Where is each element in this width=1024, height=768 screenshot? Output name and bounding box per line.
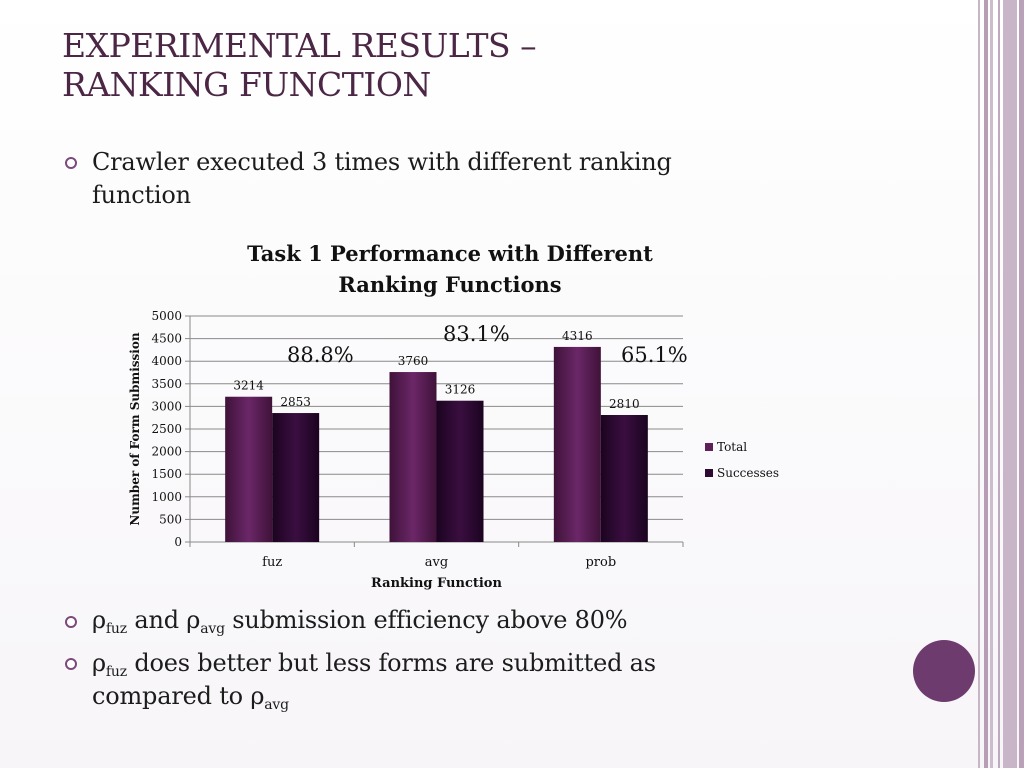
bar-total-fuz: [225, 396, 273, 542]
rho-subscript-avg: avg: [264, 697, 289, 713]
slide-title-line1: EXPERIMENTAL RESULTS –: [62, 26, 537, 65]
y-tick-label-2500: 2500: [151, 422, 182, 436]
rho-subscript-avg: avg: [200, 621, 225, 637]
legend-label-successes: Successes: [717, 466, 780, 480]
legend-item-total: Total: [705, 434, 779, 460]
decor-stripe: [998, 0, 1000, 768]
rho-symbol: ρ: [92, 649, 106, 677]
y-tick-label-3500: 3500: [151, 377, 182, 391]
bullet-comparison: ρfuz does better but less forms are subm…: [92, 647, 656, 713]
bullet-icon: [65, 658, 77, 670]
y-tick-label-3000: 3000: [151, 399, 182, 413]
bullet-efficiency-conjunction: and: [126, 606, 187, 634]
bullet-comparison-line2: compared to: [92, 682, 251, 710]
data-label-total-avg: 3760: [398, 354, 429, 368]
bar-total-prob: [553, 346, 601, 542]
chart-legend: Total Successes: [705, 434, 779, 486]
decor-stripe: [984, 0, 988, 768]
y-tick-label-0: 0: [174, 535, 182, 549]
rho-subscript-fuz: fuz: [105, 664, 127, 680]
slide-title-line2: RANKING FUNCTION: [62, 65, 431, 104]
decorative-circle: [913, 640, 975, 702]
bullet-efficiency-text: submission efficiency above 80%: [224, 606, 628, 634]
decor-stripe: [1003, 0, 1017, 768]
bar-successes-avg: [436, 400, 484, 542]
y-tick-label-2000: 2000: [151, 445, 182, 459]
bar-total-avg: [389, 372, 437, 542]
data-label-total-fuz: 3214: [233, 379, 264, 393]
y-tick-label-1000: 1000: [151, 490, 182, 504]
rho-symbol: ρ: [250, 682, 265, 710]
x-tick-label-prob: prob: [585, 555, 616, 570]
data-label-successes-prob: 2810: [609, 397, 640, 411]
y-tick-label-5000: 5000: [151, 309, 182, 323]
bullet-crawler-line2: function: [92, 181, 191, 209]
x-tick-label-avg: avg: [425, 555, 448, 570]
legend-item-successes: Successes: [705, 460, 779, 486]
decor-stripe: [990, 0, 993, 768]
decor-stripe: [1019, 0, 1024, 768]
bullet-crawler-line1: Crawler executed 3 times with different …: [92, 148, 672, 176]
annotation-prob-efficiency: 65.1%: [621, 343, 688, 367]
x-tick-label-fuz: fuz: [262, 555, 282, 570]
y-tick-label-4000: 4000: [151, 354, 182, 368]
data-label-successes-fuz: 2853: [280, 395, 311, 409]
chart-title-line1: Task 1 Performance with Different: [247, 241, 653, 266]
data-label-successes-avg: 3126: [445, 383, 476, 397]
bullet-comparison-text: does better but less forms are submitted…: [126, 649, 656, 677]
bullet-icon: [65, 157, 77, 169]
legend-swatch-successes: [705, 469, 713, 477]
legend-label-total: Total: [717, 440, 748, 454]
rho-symbol: ρ: [186, 606, 201, 634]
y-tick-label-500: 500: [159, 512, 182, 526]
bullet-crawler: Crawler executed 3 times with different …: [92, 146, 672, 212]
rho-subscript-fuz: fuz: [105, 621, 127, 637]
bar-successes-prob: [600, 414, 648, 542]
x-axis-title: Ranking Function: [371, 576, 502, 591]
bar-successes-fuz: [272, 413, 320, 542]
y-axis-title: Number of Form Submission: [128, 332, 142, 525]
chart-title: Task 1 Performance with Different Rankin…: [200, 238, 700, 300]
bullet-efficiency: ρfuz and ρavg submission efficiency abov…: [92, 604, 628, 637]
decor-stripe: [978, 0, 980, 768]
legend-swatch-total: [705, 443, 713, 451]
chart-title-line2: Ranking Functions: [338, 272, 562, 297]
y-tick-label-1500: 1500: [151, 467, 182, 481]
bullet-icon: [65, 616, 77, 628]
data-label-total-prob: 4316: [562, 329, 593, 343]
annotation-avg-efficiency: 83.1%: [443, 322, 510, 346]
rho-symbol: ρ: [92, 606, 106, 634]
annotation-fuz-efficiency: 88.8%: [287, 343, 354, 367]
y-tick-label-4500: 4500: [151, 332, 182, 346]
slide-title: EXPERIMENTAL RESULTS – RANKING FUNCTION: [62, 26, 537, 104]
